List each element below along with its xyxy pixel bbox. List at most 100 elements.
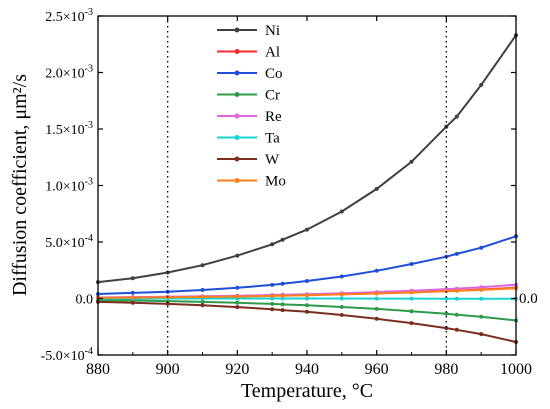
data-point-ni (339, 209, 344, 214)
legend-label: W (265, 152, 280, 168)
data-point-ni (270, 242, 275, 247)
data-point-co (305, 279, 309, 283)
data-point-ni (280, 237, 285, 242)
data-point-cr (454, 312, 459, 317)
data-point-cr (305, 303, 309, 308)
legend-marker (234, 92, 240, 97)
data-point-cr (339, 305, 344, 309)
data-point-mo (374, 291, 379, 296)
data-point-cr (270, 301, 275, 306)
data-point-ta (409, 296, 414, 301)
data-point-co (130, 290, 135, 295)
data-point-ni (235, 253, 240, 258)
y-tick-label: -5.0×10-4 (41, 346, 93, 364)
data-point-ni (305, 227, 309, 232)
legend-entry-mo: Mo (217, 174, 286, 190)
data-point-cr (200, 299, 205, 304)
legend-entry-ta: Ta (217, 131, 280, 147)
legend-entry-co: Co (217, 66, 283, 82)
data-point-ta (454, 296, 459, 301)
data-point-mo (339, 292, 344, 297)
data-point-w (270, 307, 275, 312)
data-point-ta (339, 296, 344, 301)
data-point-mo (479, 287, 484, 292)
data-point-w (200, 303, 205, 308)
right-zero-annotation: 0.0 (519, 291, 538, 307)
data-point-mo (454, 288, 459, 293)
data-point-mo (235, 294, 240, 299)
x-tick-label: 920 (225, 361, 249, 378)
data-point-ta (374, 296, 379, 301)
data-point-w (374, 316, 379, 321)
data-point-ta (444, 296, 449, 301)
data-point-co (280, 281, 285, 286)
data-point-w (409, 321, 414, 326)
x-tick-label: 1000 (500, 361, 532, 378)
y-axis-label: Diffusion coefficient, μm²/s (9, 74, 31, 296)
x-tick-label: 940 (295, 361, 319, 378)
data-point-co (454, 251, 459, 256)
y-tick-label: 2.0×10-3 (45, 64, 93, 82)
legend-label: Al (265, 45, 280, 61)
data-point-cr (235, 300, 240, 305)
y-tick-label: 5.0×10-4 (45, 233, 93, 251)
legend-label: Mo (265, 174, 286, 190)
data-point-cr (409, 309, 414, 314)
data-point-cr (374, 306, 379, 311)
data-point-ni (454, 114, 459, 119)
data-point-co (235, 285, 240, 290)
data-point-cr (280, 302, 285, 307)
data-point-mo (130, 295, 135, 300)
legend-entry-al: Al (217, 45, 280, 61)
data-point-cr (444, 311, 449, 316)
axis-ticks: 880 900 920 940 960 980 1000 -5.0×10-4 0.0 5.0×10… (41, 7, 532, 378)
curves-layer (96, 33, 518, 344)
series-line-co (97, 235, 517, 295)
data-point-w (479, 332, 484, 337)
data-point-co (409, 262, 414, 266)
legend-entry-ni: Ni (217, 23, 280, 39)
data-point-w (130, 300, 135, 305)
data-point-ta (305, 296, 309, 301)
x-tick-label: 980 (434, 361, 458, 378)
legend-entry-re: Re (217, 109, 282, 125)
x-tick-label: 880 (86, 361, 110, 378)
data-point-mo (409, 290, 414, 295)
x-axis-label: Temperature, °C (241, 380, 373, 402)
legend-label: Cr (265, 88, 280, 104)
x-tick-label: 900 (156, 361, 180, 378)
data-point-ni (409, 159, 414, 164)
data-point-ni (130, 276, 135, 281)
data-point-w (235, 305, 240, 310)
y-tick-label: 0.0 (76, 293, 94, 308)
legend-marker (234, 156, 240, 162)
legend-marker (234, 49, 240, 54)
data-point-ta (280, 296, 285, 301)
data-point-co (339, 274, 344, 279)
data-point-mo (270, 293, 275, 298)
y-tick-label: 1.5×10-3 (45, 120, 93, 138)
legend-entry-cr: Cr (217, 88, 280, 104)
data-point-w (454, 327, 459, 332)
legend-marker (234, 70, 240, 76)
data-point-ni (374, 186, 379, 191)
reference-lines (167, 16, 447, 355)
legend-marker (234, 113, 240, 119)
legend-label: Ni (265, 23, 280, 39)
legend-label: Ta (265, 131, 280, 147)
series-w (96, 299, 518, 344)
legend-marker (234, 178, 240, 183)
data-point-co (479, 245, 484, 250)
legend-marker (234, 27, 240, 33)
y-tick-label: 1.0×10-3 (45, 177, 93, 195)
legend-marker (234, 135, 240, 140)
legend: Ni Al Co Cr Re Ta W Mo (217, 23, 286, 190)
data-point-co (200, 288, 205, 292)
data-point-w (280, 308, 285, 313)
data-point-w (305, 309, 309, 314)
data-point-ni (479, 82, 484, 87)
data-point-w (444, 326, 449, 331)
legend-label: Co (265, 66, 283, 82)
data-point-mo (200, 294, 205, 299)
